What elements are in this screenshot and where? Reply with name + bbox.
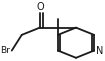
Text: Br: Br	[0, 46, 10, 55]
Text: N: N	[96, 46, 103, 56]
Text: O: O	[36, 2, 44, 12]
